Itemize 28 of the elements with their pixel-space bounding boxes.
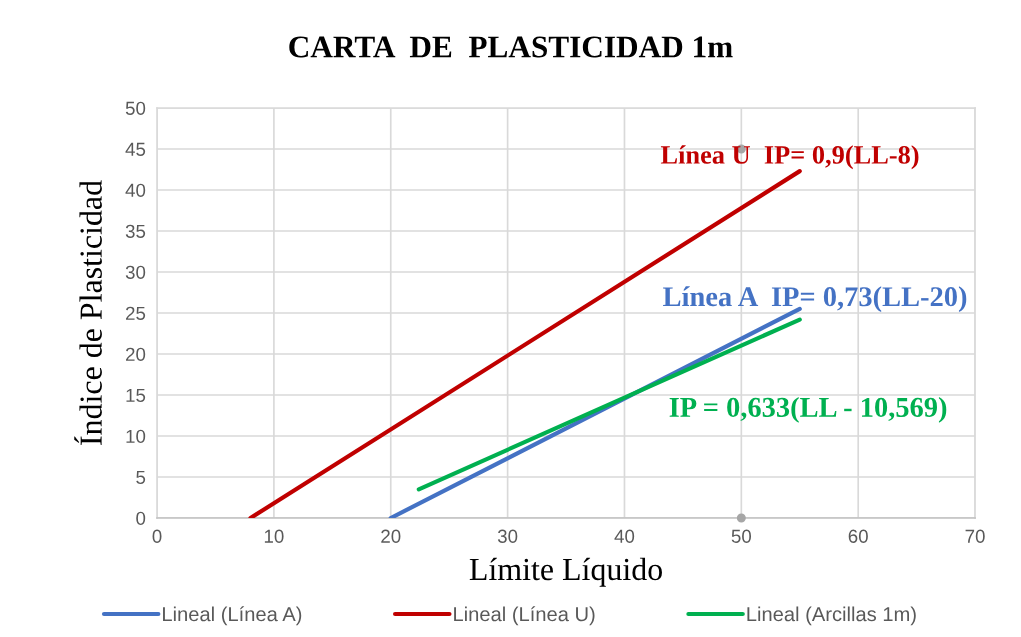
y-tick-label: 10 [126,429,146,443]
legend-label: Lineal (Línea U) [454,606,595,626]
y-tick-label: 25 [126,306,146,320]
y-tick-label: 15 [126,388,146,402]
x-tick-label: 70 [965,529,985,543]
x-tick-label: 40 [614,529,635,543]
x-axis-title: Límite Líquido [469,557,662,587]
x-tick-label: 10 [264,529,284,543]
annotation: Línea U IP= 0,9(LL-8) [660,145,919,170]
x-tick-label: 50 [731,529,752,543]
legend-label: Lineal (Línea A) [163,606,302,626]
chart-title: CARTA DE PLASTICIDAD 1m [289,36,733,58]
x-tick-label: 60 [848,529,868,543]
x-tick-label: 30 [497,529,518,543]
y-tick-label: 0 [136,511,146,525]
y-tick-label: 45 [125,142,146,156]
y-tick-label: 35 [125,224,146,238]
y-tick-label: 40 [125,183,146,197]
legend-label: Lineal (Arcillas 1m) [747,606,916,626]
x-tick-label: 20 [381,529,401,543]
annotation: IP = 0,633(LL - 10,569) [669,396,947,423]
y-axis-title: Índice de Plasticidad [74,180,102,445]
y-tick-label: 30 [125,265,146,279]
annotation: Línea A IP= 0,73(LL-20) [663,286,967,313]
x-tick-label: 0 [152,529,162,543]
y-tick-label: 5 [136,470,146,484]
y-tick-label: 20 [126,347,146,361]
y-tick-label: 50 [125,101,146,115]
